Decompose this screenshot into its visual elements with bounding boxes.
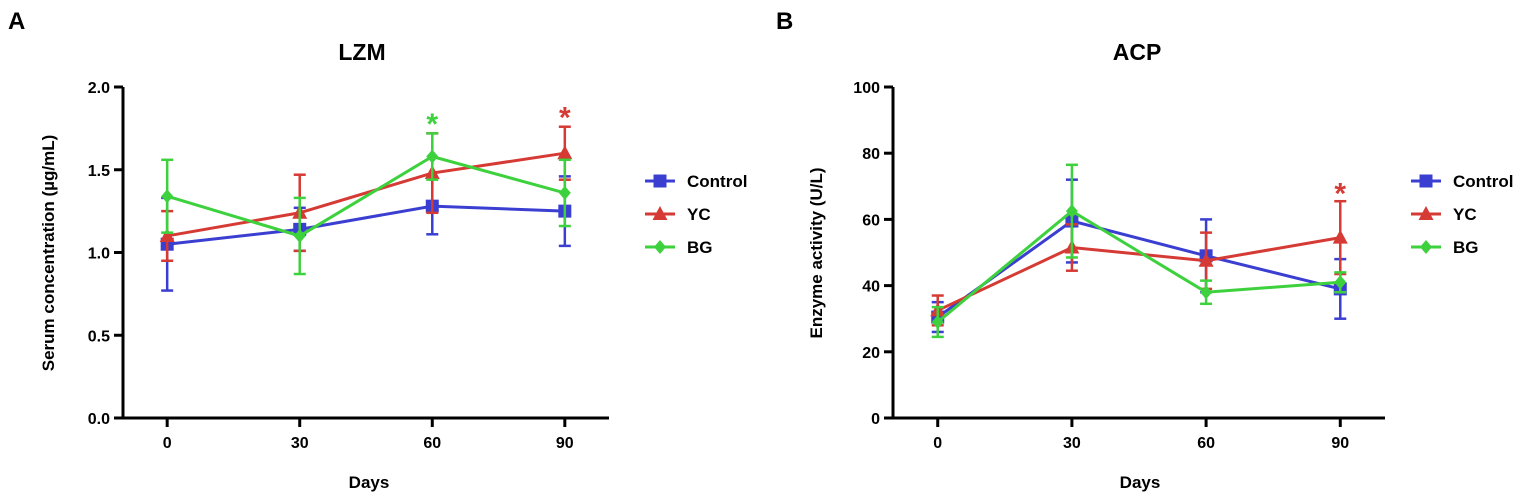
- series-bg: [931, 163, 1347, 339]
- panel-b-label: B: [776, 8, 793, 35]
- panel-b-annotations: *: [1334, 178, 1346, 211]
- x-tick-label: 90: [556, 435, 574, 452]
- y-tick-label: 1.0: [88, 246, 110, 263]
- y-tick-label: 1.5: [88, 163, 110, 180]
- x-tick-label: 30: [291, 435, 309, 452]
- panel-b-title: ACP: [1113, 39, 1162, 65]
- bg-line: [166, 154, 566, 238]
- legend-item-yc: YC: [645, 205, 711, 224]
- bg-point: [931, 315, 944, 330]
- panel-b-legend: Control YC BG: [1411, 172, 1513, 257]
- panel-b-x-ticks: 0 30 60 90: [933, 418, 1349, 452]
- legend-label: Control: [1453, 172, 1513, 191]
- y-tick-label: 2.0: [88, 80, 110, 97]
- legend-marker: [1419, 174, 1433, 188]
- panel-b: B ACP Enzyme activity (U/L) Days 0 20 40 60…: [776, 8, 1513, 492]
- legend-label: BG: [687, 238, 713, 257]
- series-yc: [159, 125, 573, 263]
- panel-a-annotations: * *: [426, 101, 571, 141]
- panel-a-x-axis-label: Days: [349, 473, 390, 492]
- legend-marker: [653, 174, 667, 188]
- series-bg: [161, 132, 571, 276]
- y-tick-label: 0: [871, 411, 880, 428]
- control-line: [936, 219, 1341, 319]
- legend-marker: [1418, 206, 1434, 220]
- x-tick-label: 60: [423, 435, 441, 452]
- y-tick-label: 80: [862, 146, 880, 163]
- series-control: [931, 178, 1347, 334]
- bg-point: [426, 149, 439, 164]
- legend-marker: [654, 240, 666, 254]
- panel-a-legend: Control YC BG: [645, 172, 747, 257]
- yc-point: [159, 227, 175, 242]
- series-yc: [930, 199, 1348, 327]
- bg-point: [1200, 285, 1213, 300]
- legend-item-yc: YC: [1411, 205, 1477, 224]
- x-tick-label: 0: [933, 435, 942, 452]
- x-tick-label: 30: [1063, 435, 1081, 452]
- legend-marker: [1420, 240, 1432, 254]
- legend-label: YC: [687, 205, 711, 224]
- x-tick-label: 0: [163, 435, 172, 452]
- y-tick-label: 100: [853, 80, 880, 97]
- panel-b-y-ticks: 0 20 40 60 80 100: [853, 80, 893, 428]
- panel-a-label: A: [8, 8, 25, 35]
- panel-b-x-axis-label: Days: [1120, 473, 1161, 492]
- bg-point: [161, 189, 174, 204]
- yc-line: [937, 236, 1341, 312]
- legend-label: YC: [1453, 205, 1477, 224]
- panel-a-y-axis-label: Serum concentration (µg/mL): [39, 135, 58, 371]
- legend-label: Control: [687, 172, 747, 191]
- legend-item-control: Control: [645, 172, 747, 191]
- x-tick-label: 90: [1331, 435, 1349, 452]
- yc-point: [557, 145, 573, 160]
- legend-marker: [652, 206, 668, 220]
- yc-point: [1198, 252, 1214, 267]
- panel-b-y-axis-label: Enzyme activity (U/L): [807, 168, 826, 339]
- bg-point: [293, 228, 306, 243]
- yc-point: [1332, 229, 1348, 244]
- panel-b-series: [930, 163, 1348, 339]
- significance-asterisk: *: [559, 101, 571, 134]
- bg-point: [1334, 275, 1347, 290]
- y-tick-label: 20: [862, 345, 880, 362]
- bg-point: [558, 185, 571, 200]
- legend-label: BG: [1453, 238, 1479, 257]
- legend-item-control: Control: [1411, 172, 1513, 191]
- y-tick-label: 0.5: [88, 328, 110, 345]
- legend-item-bg: BG: [645, 238, 713, 257]
- control-line: [167, 204, 565, 246]
- bg-point: [1065, 204, 1078, 219]
- x-tick-label: 60: [1197, 435, 1215, 452]
- y-tick-label: 60: [862, 212, 880, 229]
- y-tick-label: 40: [862, 279, 880, 296]
- significance-asterisk: *: [1334, 178, 1346, 211]
- panel-a-y-ticks: 0.0 0.5 1.0 1.5 2.0: [88, 80, 123, 428]
- panel-a-title: LZM: [338, 39, 385, 65]
- y-tick-label: 0.0: [88, 411, 110, 428]
- panel-a-x-ticks: 0 30 60 90: [163, 418, 574, 452]
- legend-item-bg: BG: [1411, 238, 1479, 257]
- significance-asterisk: *: [426, 108, 438, 141]
- panel-a: A LZM Serum concentration (µg/mL) Days 0…: [8, 8, 747, 492]
- bg-line: [936, 209, 1341, 324]
- panel-a-series: [159, 125, 573, 292]
- yc-line: [166, 151, 566, 238]
